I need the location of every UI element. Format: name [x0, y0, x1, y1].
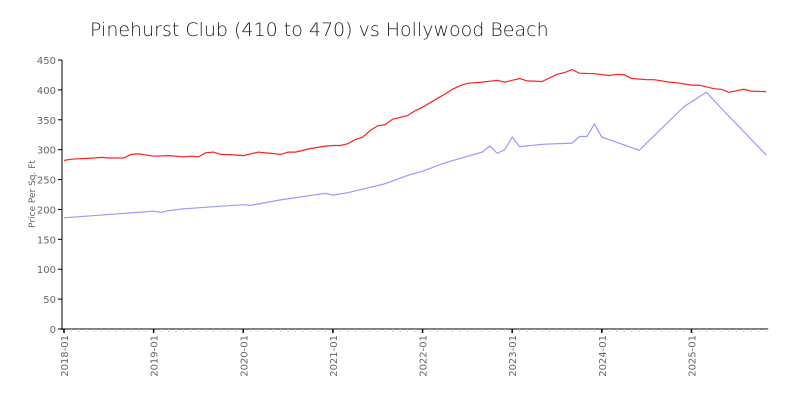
y-tick-label: 350: [37, 116, 56, 127]
chart-title: Pinehurst Club (410 to 470) vs Hollywood…: [90, 19, 549, 41]
y-tick-label: 0: [50, 325, 56, 336]
x-tick-label: 2024-01: [598, 335, 609, 377]
x-tick-label: 2019-01: [150, 335, 161, 377]
x-tick-label: 2025-01: [687, 335, 698, 377]
series-line-1: [63, 91, 767, 219]
axes: 0 50 100 150 200 250 300 350 400 450 2018-01 2019-0…: [37, 56, 769, 377]
y-tick-label: 300: [37, 146, 56, 157]
x-tick-label: 2022-01: [419, 335, 430, 377]
y-tick-label: 450: [37, 56, 56, 67]
y-tick-label: 50: [43, 295, 56, 306]
y-tick-label: 100: [37, 265, 56, 276]
series-line-0: [63, 68, 767, 161]
x-tick-label: 2023-01: [508, 335, 519, 377]
y-tick-label: 200: [37, 205, 56, 216]
y-tick-label: 400: [37, 86, 56, 97]
y-tick-label: 150: [37, 235, 56, 246]
series-lines: [63, 68, 767, 219]
x-tick-label: 2020-01: [239, 335, 250, 377]
x-tick-label: 2021-01: [329, 335, 340, 377]
x-tick-label: 2018-01: [60, 335, 71, 377]
y-axis-label: Price Per Sq. Ft: [28, 160, 38, 228]
y-tick-label: 250: [37, 176, 56, 187]
